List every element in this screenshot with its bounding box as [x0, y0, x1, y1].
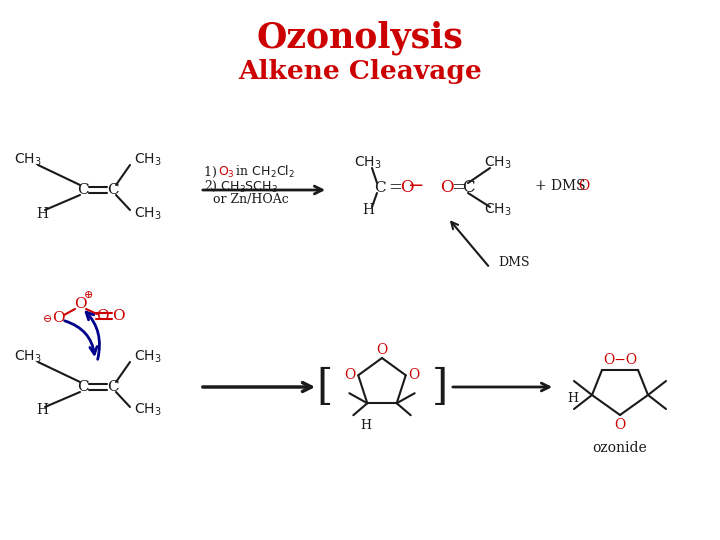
Text: Alkene Cleavage: Alkene Cleavage [238, 59, 482, 84]
Text: =: = [388, 179, 402, 197]
Text: $\mathrm{O_3}$: $\mathrm{O_3}$ [218, 165, 235, 179]
Text: H: H [360, 418, 371, 431]
Text: O: O [112, 309, 125, 323]
Text: 1): 1) [204, 165, 221, 179]
Text: O: O [345, 368, 356, 382]
Text: $\mathrm{CH_3}$: $\mathrm{CH_3}$ [14, 152, 42, 168]
Text: O: O [614, 418, 626, 432]
Text: 2) $\mathrm{CH_3SCH_3}$: 2) $\mathrm{CH_3SCH_3}$ [204, 178, 278, 194]
Text: $\mathrm{CH_3}$: $\mathrm{CH_3}$ [134, 206, 162, 222]
Text: O: O [578, 179, 589, 193]
Text: C: C [77, 380, 89, 394]
Text: $\mathrm{CH_3}$: $\mathrm{CH_3}$ [484, 202, 512, 218]
Text: C: C [374, 181, 386, 195]
Text: C: C [462, 179, 474, 197]
Text: $\mathrm{CH_3}$: $\mathrm{CH_3}$ [134, 349, 162, 365]
Text: ⊖: ⊖ [43, 314, 53, 324]
Text: O: O [52, 311, 64, 325]
Text: O: O [73, 297, 86, 311]
Text: H: H [36, 403, 48, 417]
Text: [: [ [317, 366, 333, 408]
Text: + DMS: + DMS [535, 179, 585, 193]
Text: in $\mathrm{CH_2Cl_2}$: in $\mathrm{CH_2Cl_2}$ [232, 164, 295, 180]
Text: or Zn/HOAc: or Zn/HOAc [213, 193, 289, 206]
Text: =: = [451, 179, 465, 197]
Text: O: O [400, 179, 413, 197]
Text: O−O: O−O [603, 353, 637, 367]
Text: DMS: DMS [498, 255, 529, 268]
Text: C: C [77, 183, 89, 197]
Text: O: O [96, 309, 108, 323]
Text: $\mathrm{CH_3}$: $\mathrm{CH_3}$ [134, 402, 162, 418]
Text: O: O [377, 343, 387, 357]
Text: ]: ] [432, 366, 448, 408]
Text: H: H [362, 203, 374, 217]
Text: C: C [107, 380, 119, 394]
Text: $\mathrm{CH_3}$: $\mathrm{CH_3}$ [14, 349, 42, 365]
Text: H: H [567, 393, 578, 406]
Text: C: C [107, 183, 119, 197]
Text: $\mathrm{CH_3}$: $\mathrm{CH_3}$ [354, 155, 382, 171]
Text: Ozonolysis: Ozonolysis [256, 21, 464, 55]
Text: O: O [440, 179, 454, 197]
Text: ⊕: ⊕ [84, 290, 93, 300]
Text: ozonide: ozonide [593, 441, 647, 455]
Text: −: − [408, 177, 424, 195]
Text: H: H [36, 207, 48, 221]
Text: O: O [408, 368, 420, 382]
Text: $\mathrm{CH_3}$: $\mathrm{CH_3}$ [134, 152, 162, 168]
Text: $\mathrm{CH_3}$: $\mathrm{CH_3}$ [484, 155, 512, 171]
